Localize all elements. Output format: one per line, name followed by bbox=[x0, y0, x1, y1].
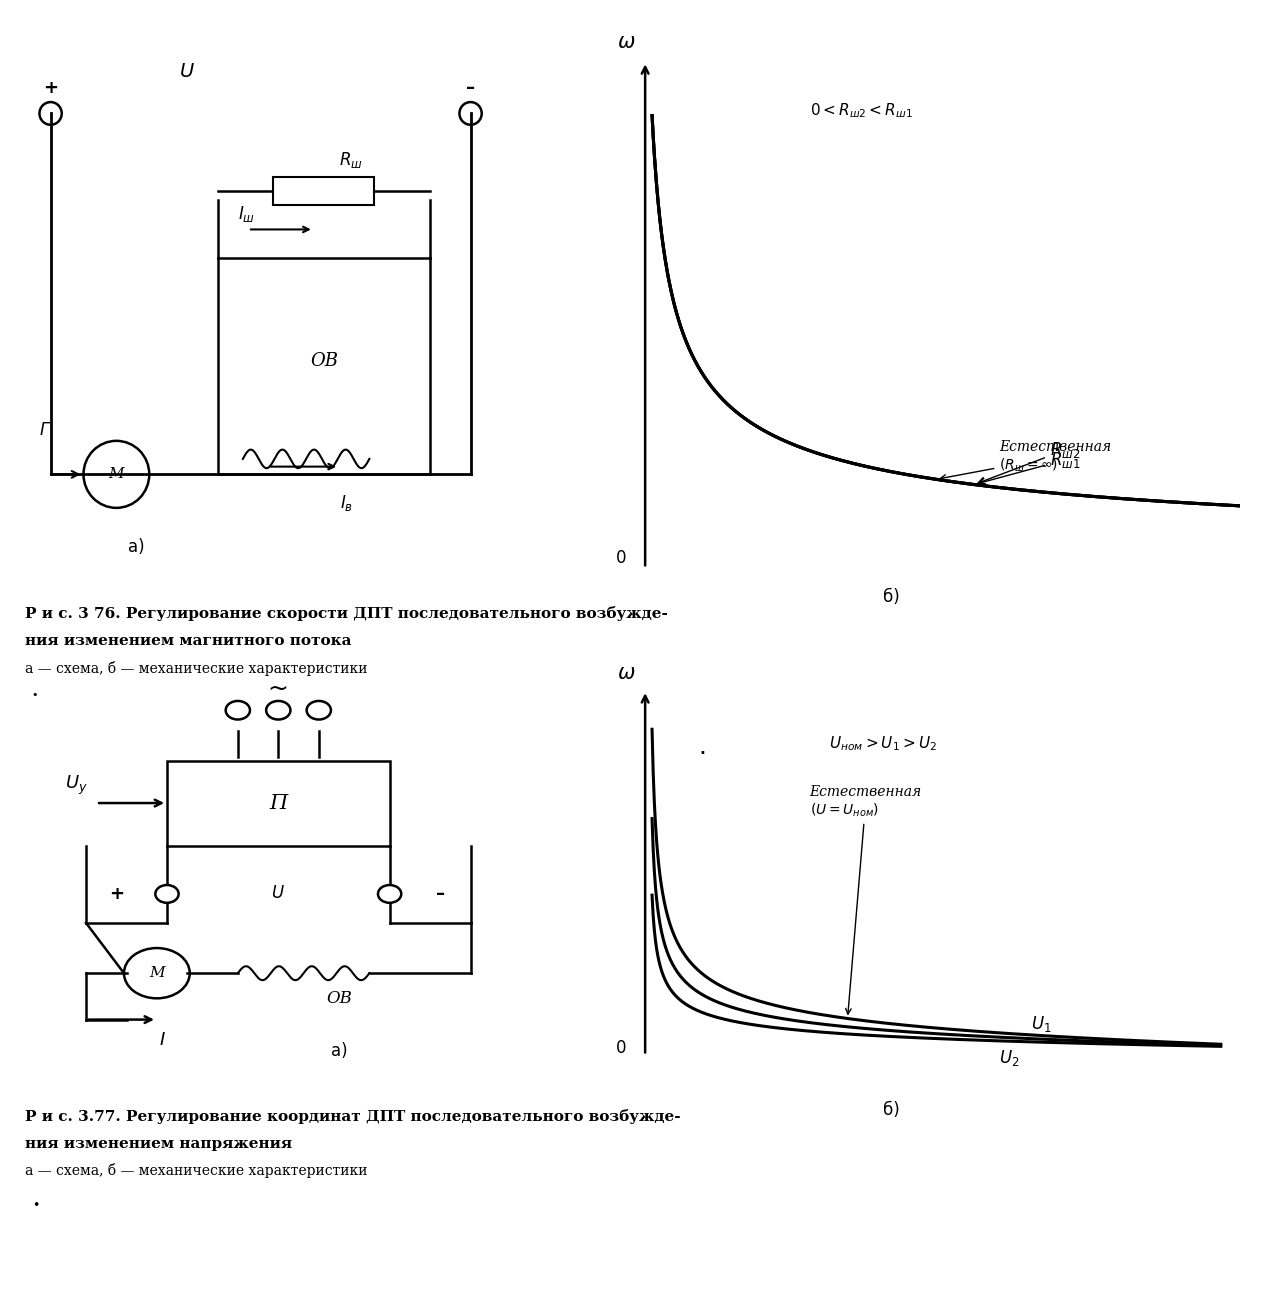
Text: П: П bbox=[269, 794, 287, 812]
Text: ~: ~ bbox=[268, 677, 288, 701]
Text: $U_у$: $U_у$ bbox=[65, 775, 87, 797]
Text: ОВ: ОВ bbox=[326, 990, 352, 1007]
Text: –: – bbox=[435, 886, 445, 902]
Text: $R_{ш2}$: $R_{ш2}$ bbox=[978, 440, 1080, 483]
Text: М: М bbox=[109, 468, 124, 481]
Text: ОВ: ОВ bbox=[310, 352, 338, 370]
Text: $R_{ш1}$: $R_{ш1}$ bbox=[978, 450, 1080, 485]
Text: б): б) bbox=[883, 588, 901, 606]
Bar bbox=[273, 177, 374, 205]
Text: $U_{ном} > U_1 > U_2$: $U_{ном} > U_1 > U_2$ bbox=[829, 733, 936, 753]
Text: $\omega$: $\omega$ bbox=[617, 664, 635, 683]
Text: +: + bbox=[109, 886, 124, 902]
Text: $U_1$: $U_1$ bbox=[1031, 1014, 1051, 1034]
Text: 0: 0 bbox=[616, 549, 626, 567]
Text: Р и с. 3.77. Регулирование координат ДПТ последовательного возбужде-: Р и с. 3.77. Регулирование координат ДПТ… bbox=[25, 1109, 681, 1124]
Text: ния изменением магнитного потока: ния изменением магнитного потока bbox=[25, 634, 352, 648]
Text: $0 < R_{ш2} < R_{ш1}$: $0 < R_{ш2} < R_{ш1}$ bbox=[810, 102, 912, 120]
Text: $I_в$: $I_в$ bbox=[340, 492, 353, 513]
Text: Р и с. 3 76. Регулирование скорости ДПТ последовательного возбужде-: Р и с. 3 76. Регулирование скорости ДПТ … bbox=[25, 606, 668, 621]
Text: б): б) bbox=[883, 1101, 901, 1119]
Text: +: + bbox=[43, 79, 58, 97]
Text: $R_{ш}$: $R_{ш}$ bbox=[339, 150, 363, 170]
Text: $U$: $U$ bbox=[272, 886, 285, 902]
Text: ·: · bbox=[698, 742, 706, 766]
Text: Естественная
$(R_{ш}=\infty)$: Естественная $(R_{ш}=\infty)$ bbox=[940, 440, 1112, 481]
Text: $U$: $U$ bbox=[180, 63, 195, 81]
Text: $\omega$: $\omega$ bbox=[617, 32, 635, 52]
Text: а): а) bbox=[128, 538, 145, 556]
Text: •: • bbox=[32, 690, 38, 700]
Text: 0: 0 bbox=[616, 1039, 626, 1057]
Text: ния изменением напряжения: ния изменением напряжения bbox=[25, 1137, 292, 1151]
Text: •: • bbox=[32, 1199, 39, 1212]
Text: $U_2$: $U_2$ bbox=[999, 1048, 1020, 1069]
Text: а — схема, б — механические характеристики: а — схема, б — механические характеристи… bbox=[25, 1163, 368, 1178]
Text: М: М bbox=[149, 967, 164, 980]
Text: $I$: $I$ bbox=[158, 1031, 166, 1049]
Bar bbox=[167, 761, 390, 846]
Text: $Г$: $Г$ bbox=[39, 422, 52, 440]
Text: –: – bbox=[466, 79, 476, 97]
Text: а — схема, б — механические характеристики: а — схема, б — механические характеристи… bbox=[25, 661, 368, 677]
Text: а): а) bbox=[330, 1042, 348, 1060]
Text: Естественная
$(U = U_{ном})$: Естественная $(U = U_{ном})$ bbox=[810, 785, 922, 1014]
Text: $I_{ш}$: $I_{ш}$ bbox=[238, 204, 256, 224]
